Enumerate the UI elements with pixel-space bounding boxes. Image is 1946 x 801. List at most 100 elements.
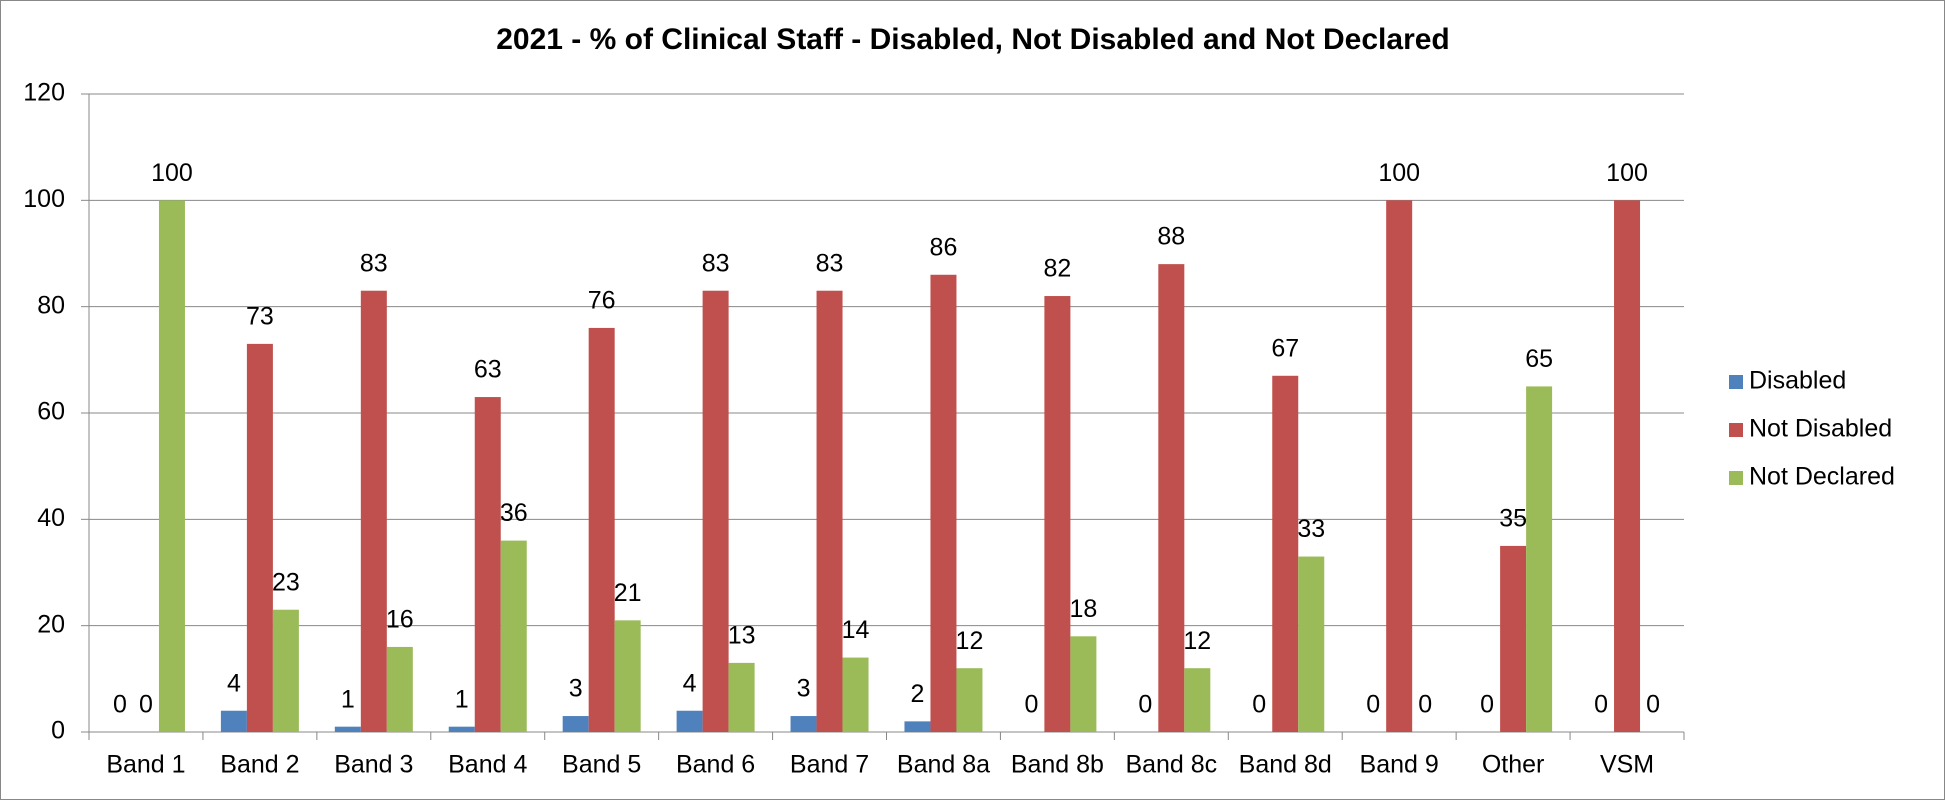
data-label: 67 [1271, 334, 1299, 362]
bar [1500, 545, 1527, 732]
bar [158, 200, 185, 733]
data-label: 12 [956, 627, 984, 655]
y-tick-label: 40 [37, 504, 65, 532]
data-label: 0 [1480, 691, 1494, 719]
data-label: 65 [1525, 345, 1553, 373]
bar [588, 327, 615, 732]
bar [272, 609, 299, 732]
data-label: 14 [842, 616, 870, 644]
bar [614, 620, 641, 732]
data-label: 23 [272, 568, 300, 596]
x-tick-label: Band 3 [334, 751, 413, 779]
x-tick-label: Band 2 [220, 751, 299, 779]
y-tick-label: 120 [23, 79, 65, 107]
data-label: 36 [500, 499, 528, 527]
bar [1044, 296, 1071, 732]
x-tick-label: Band 5 [562, 751, 641, 779]
x-tick-label: Band 8c [1125, 751, 1217, 779]
bar [474, 397, 501, 732]
bar [448, 726, 475, 732]
bar [676, 710, 703, 732]
data-label: 21 [614, 579, 642, 607]
x-tick-label: Band 8b [1011, 751, 1104, 779]
data-label: 86 [930, 233, 958, 261]
data-label: 0 [1594, 691, 1608, 719]
bar [360, 290, 387, 732]
bar [386, 646, 413, 732]
data-label: 100 [151, 159, 193, 187]
chart-title: 2021 - % of Clinical Staff - Disabled, N… [496, 23, 1450, 56]
data-label: 33 [1297, 515, 1325, 543]
bar [1614, 200, 1641, 733]
x-tick-label: VSM [1600, 751, 1654, 779]
data-label: 0 [1366, 691, 1380, 719]
bar [1386, 200, 1413, 733]
x-tick-label: Band 8a [897, 751, 990, 779]
data-label: 82 [1043, 255, 1071, 283]
x-tick-label: Band 9 [1360, 751, 1439, 779]
data-label: 83 [702, 249, 730, 277]
x-tick-label: Band 7 [790, 751, 869, 779]
bar [702, 290, 729, 732]
data-label: 63 [474, 356, 502, 384]
x-tick-label: Band 8d [1239, 751, 1332, 779]
bar [904, 721, 931, 732]
bar [930, 274, 957, 732]
data-label: 2 [911, 680, 925, 708]
bar [1184, 668, 1211, 732]
data-label: 0 [139, 691, 153, 719]
data-label: 13 [728, 621, 756, 649]
y-tick-label: 20 [37, 610, 65, 638]
bar [790, 716, 817, 732]
legend-label: Not Disabled [1749, 415, 1892, 443]
y-tick-label: 80 [37, 291, 65, 319]
x-tick-label: Other [1482, 751, 1545, 779]
data-label: 1 [455, 685, 469, 713]
data-label: 83 [816, 249, 844, 277]
bar [334, 726, 361, 732]
data-label: 76 [588, 287, 616, 315]
data-label: 12 [1183, 627, 1211, 655]
data-label: 3 [569, 675, 583, 703]
bar [1158, 264, 1185, 732]
data-label: 4 [227, 669, 241, 697]
data-label: 35 [1499, 505, 1527, 533]
data-label: 88 [1157, 223, 1185, 251]
legend-label: Not Declared [1749, 463, 1895, 491]
y-tick-label: 0 [51, 717, 65, 745]
data-label: 4 [683, 669, 697, 697]
y-tick-label: 60 [37, 398, 65, 426]
data-label: 0 [1024, 691, 1038, 719]
data-label: 83 [360, 249, 388, 277]
bar [500, 540, 527, 732]
data-label: 18 [1069, 595, 1097, 623]
data-label: 100 [1378, 159, 1420, 187]
x-tick-label: Band 1 [106, 751, 185, 779]
legend-swatch [1729, 423, 1743, 437]
data-label: 73 [246, 302, 274, 330]
bar [1298, 556, 1325, 732]
bar [246, 343, 273, 732]
legend-label: Disabled [1749, 367, 1846, 395]
legend-swatch [1729, 471, 1743, 485]
data-label: 0 [1646, 691, 1660, 719]
x-tick-label: Band 6 [676, 751, 755, 779]
bar [728, 662, 755, 732]
data-label: 0 [1138, 691, 1152, 719]
data-label: 0 [1418, 691, 1432, 719]
data-label: 1 [341, 685, 355, 713]
legend-swatch [1729, 375, 1743, 389]
data-label: 16 [386, 606, 414, 634]
bar [1526, 386, 1553, 732]
data-label: 100 [1606, 159, 1648, 187]
x-tick-label: Band 4 [448, 751, 527, 779]
bar [1070, 636, 1097, 732]
bar [816, 290, 843, 732]
bar [842, 657, 869, 732]
bar [1272, 375, 1299, 732]
bar [220, 710, 247, 732]
data-label: 0 [113, 691, 127, 719]
data-label: 3 [797, 675, 811, 703]
y-tick-label: 100 [23, 185, 65, 213]
